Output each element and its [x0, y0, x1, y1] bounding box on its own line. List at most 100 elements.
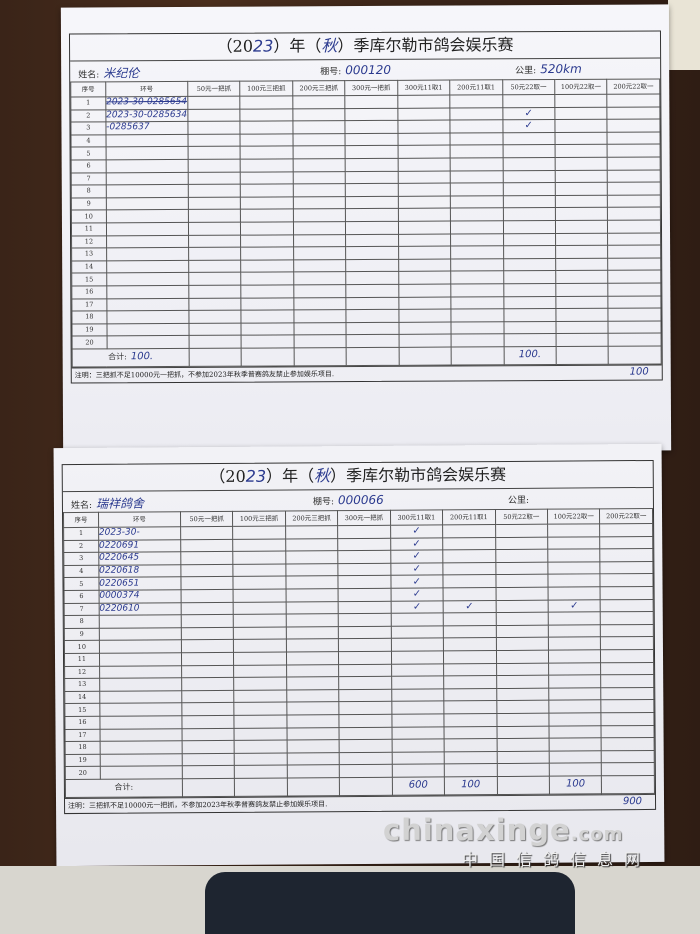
- entry-cell: [547, 536, 601, 550]
- note-text: 注明：三把抓不足10000元一把抓，不参加2023年秋季普赛鸽友禁止参加娱乐项目…: [74, 370, 335, 380]
- entry-cell: [450, 132, 503, 146]
- entry-cell: [241, 309, 294, 323]
- entry-cell: [339, 739, 392, 753]
- entry-cell: [292, 120, 346, 134]
- check-mark-icon: ✓: [412, 563, 422, 575]
- entry-cell: [391, 688, 444, 702]
- column-header: 200元11取1: [449, 79, 503, 96]
- entry-cell: [444, 713, 497, 727]
- entry-cell: [188, 310, 242, 324]
- total-cell: [556, 346, 609, 365]
- entry-cell: [188, 259, 242, 273]
- row-number: 17: [71, 298, 107, 312]
- ring-number-cell: [100, 766, 183, 780]
- total-cell: [608, 345, 662, 365]
- entry-cell: [338, 638, 392, 652]
- entry-cell: [398, 258, 451, 272]
- entry-cell: [346, 296, 399, 310]
- entry-cell: [503, 245, 556, 259]
- entry-cell: [180, 526, 234, 540]
- entry-cell: [443, 663, 497, 677]
- entry-cell: [607, 106, 660, 120]
- entry-cell: [233, 551, 286, 565]
- row-number: 10: [71, 210, 107, 223]
- entry-cell: [293, 196, 346, 210]
- ring-number-cell: [99, 703, 182, 717]
- entry-cell: [547, 549, 601, 562]
- title-prefix: （20: [216, 36, 254, 56]
- row-number: 4: [63, 565, 99, 578]
- total-cell: [601, 775, 655, 794]
- entry-cell: [182, 753, 235, 767]
- total-label-cell: 合计: 100.: [72, 348, 190, 367]
- entry-cell: [555, 320, 609, 334]
- row-number: 5: [63, 577, 99, 591]
- entry-cell: [285, 601, 339, 615]
- loft-label: 棚号:: [320, 67, 342, 78]
- entry-cell: [449, 107, 503, 121]
- entry-cell: [555, 169, 608, 183]
- entry-cell: [555, 245, 609, 259]
- check-mark-icon: ✓: [412, 588, 422, 600]
- ring-number-cell: [99, 740, 183, 754]
- row-number: 19: [71, 323, 107, 337]
- entry-cell: [397, 95, 450, 108]
- entry-cell: [285, 563, 339, 577]
- entry-cell: [337, 550, 391, 564]
- ring-number-cell: [105, 134, 188, 148]
- entry-cell: [398, 246, 451, 260]
- column-header: 200元11取1: [442, 509, 496, 525]
- entry-cell: [293, 221, 346, 235]
- row-number: 18: [65, 741, 100, 755]
- total-cell: [496, 776, 550, 795]
- column-header: 300元一把抓: [337, 510, 391, 526]
- entry-cell: [345, 196, 399, 209]
- entry-cell: [450, 119, 503, 133]
- entry-cell: [607, 169, 661, 183]
- distance-field: 公里:: [508, 492, 533, 506]
- entry-cell: [397, 145, 451, 159]
- watermark-logo: chinaxinge.com: [383, 812, 623, 853]
- entry-cell: [503, 283, 556, 297]
- entry-cell: [555, 232, 608, 246]
- entry-cell: [443, 625, 496, 639]
- ring-number-cell: [99, 715, 182, 729]
- entry-cell: [547, 561, 601, 575]
- entry-cell: [181, 677, 235, 691]
- total-value: 100.: [130, 351, 154, 363]
- entry-cell: [443, 700, 497, 714]
- entry-cell: [450, 271, 504, 284]
- entry-cell: [181, 639, 234, 653]
- row-number: 9: [64, 628, 100, 641]
- entry-cell: [495, 599, 549, 613]
- check-mark-icon: ✓: [465, 601, 474, 613]
- entry-cell: [555, 194, 608, 208]
- entry-cell: [286, 626, 339, 640]
- entry-cell: [601, 674, 654, 688]
- column-header: 100元三把抓: [232, 511, 286, 527]
- total-cell: [293, 347, 347, 366]
- entry-cell: [496, 725, 550, 739]
- check-mark-icon: ✓: [412, 601, 422, 613]
- column-header: 环号: [98, 511, 181, 528]
- entry-cell: [180, 564, 234, 578]
- name-label: 姓名:: [78, 70, 100, 81]
- entry-cell: [495, 536, 548, 550]
- entry-cell: [451, 308, 504, 322]
- ring-number-cell: 0000374: [98, 589, 182, 603]
- entry-cell: [390, 625, 444, 639]
- entry-cell: [555, 308, 609, 322]
- entry-cell: [495, 561, 548, 575]
- entry-cell: [293, 284, 347, 298]
- entry-cell: [495, 549, 548, 563]
- check-mark-icon: ✓: [412, 538, 421, 550]
- distance-label: 公里:: [507, 495, 530, 506]
- entry-cell: [607, 93, 660, 107]
- entry-cell: [286, 714, 340, 728]
- ring-number-cell: [105, 171, 189, 186]
- entry-cell: [451, 321, 504, 335]
- entry-cell: [345, 233, 399, 247]
- entry-cell: [397, 170, 451, 184]
- ring-number-cell: [99, 690, 182, 704]
- entry-cell: [608, 257, 661, 271]
